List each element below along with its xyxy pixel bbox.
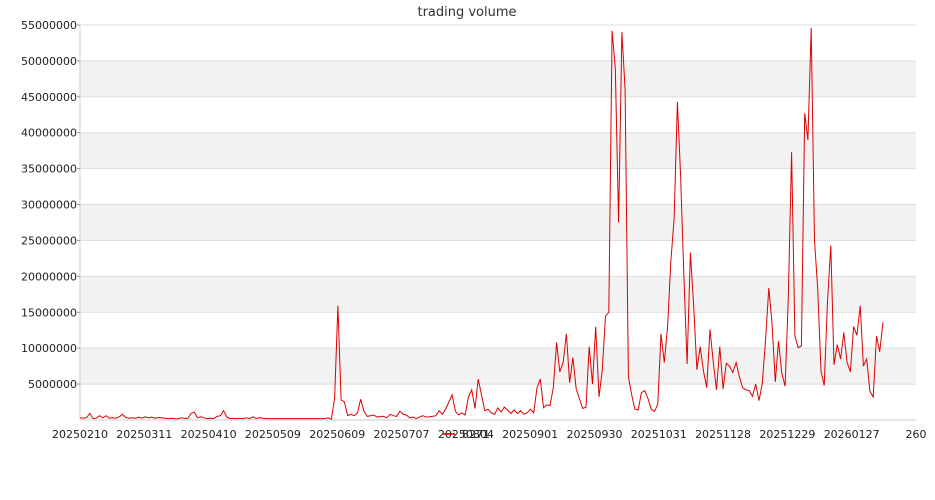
y-tick-label: 15000000 [21,306,77,319]
y-tick-label: 45000000 [21,91,77,104]
y-tick-label: 20000000 [21,270,77,283]
series-line-8271 [79,27,884,421]
y-axis: 5000000 10000000 15000000 20000000 25000000 3… [21,19,81,420]
grid-band [80,60,916,97]
x-tick-label: 260 [906,428,927,441]
series-group [79,27,884,421]
grid-bands [80,60,916,385]
x-tick-label: 20250930 [566,428,622,441]
x-tick-label: 20250311 [116,428,172,441]
y-tick-label: 25000000 [21,234,77,247]
grid-band [80,132,916,169]
x-tick-label: 20250410 [181,428,237,441]
y-tick-label: 40000000 [21,127,77,140]
x-tick-label: 20250804 [438,428,494,441]
y-tick-label: 35000000 [21,163,77,176]
gridlines [80,24,916,385]
legend: 8271 [443,428,490,441]
x-tick-label: 20250609 [309,428,365,441]
x-tick-label: 20250509 [245,428,301,441]
x-tick-label: 20251229 [759,428,815,441]
grid-band [80,348,916,385]
x-tick-label: 20251128 [695,428,751,441]
x-tick-label: 20250210 [52,428,108,441]
y-tick-label: 30000000 [21,199,77,212]
chart-title: trading volume [417,5,516,20]
y-tick-label: 50000000 [21,55,77,68]
x-axis: 20250210 20250311 20250410 20250509 20250609… [52,419,927,441]
y-tick-label: 55000000 [21,19,77,32]
grid-band [80,204,916,241]
grid-band [80,276,916,313]
y-tick-label: 5000000 [28,378,77,391]
y-tick-label: 10000000 [21,342,77,355]
x-tick-label: 20250901 [502,428,558,441]
x-tick-label: 20250707 [374,428,430,441]
legend-label: 8271 [462,428,490,441]
x-tick-label: 20260127 [824,428,880,441]
x-tick-label: 20251031 [631,428,687,441]
